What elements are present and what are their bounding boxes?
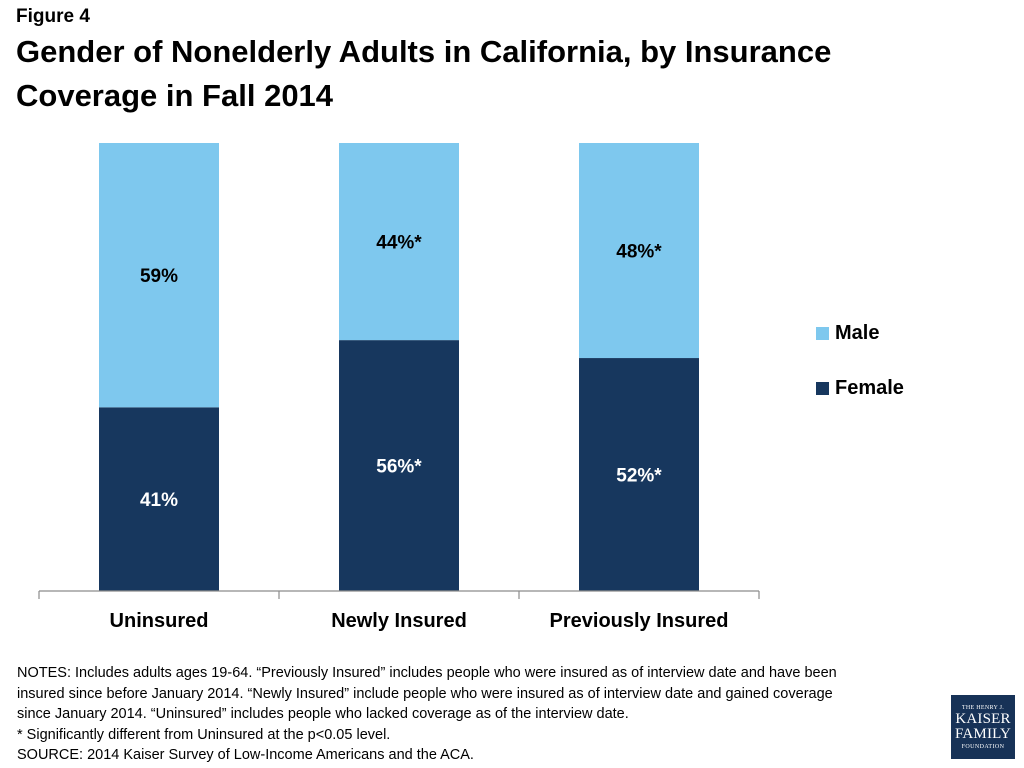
- bars-layer: [99, 143, 699, 591]
- data-label-female-uninsured: 41%: [140, 490, 178, 511]
- data-label-female-newly-insured: 56%*: [376, 457, 422, 478]
- logo-line: THE HENRY J.: [961, 704, 1005, 711]
- bar-male-newly-insured: [339, 143, 459, 341]
- notes-block: NOTES: Includes adults ages 19-64. “Prev…: [17, 663, 917, 766]
- notes-line: insured since before January 2014. “Newl…: [17, 685, 833, 702]
- x-axis: [38, 590, 760, 599]
- labels-layer: 41% 59% Uninsured 56%* 44%* Newly Insured 52%*…: [110, 233, 729, 632]
- notes-line: NOTES: Includes adults ages 19-64. “Prev…: [17, 665, 837, 681]
- legend-label-male: Male: [835, 321, 880, 344]
- x-tick-label-previously-insured: Previously Insured: [550, 610, 729, 632]
- kff-logo: THE HENRY J. KAISER FAMILY FOUNDATION: [951, 695, 1015, 759]
- data-label-female-previously-insured: 52%*: [616, 466, 662, 487]
- chart-title: Gender of Nonelderly Adults in Californi…: [16, 30, 916, 118]
- logo-line: KAISER: [955, 710, 1011, 727]
- legend: Male Female: [816, 321, 904, 431]
- source-line: SOURCE: 2014 Kaiser Survey of Low-Income…: [17, 747, 474, 763]
- legend-item-male: Male: [816, 321, 904, 345]
- legend-item-female: Female: [816, 376, 904, 400]
- logo-line: FOUNDATION: [961, 743, 1005, 750]
- bar-female-newly-insured: [339, 340, 459, 591]
- bar-male-previously-insured: [579, 143, 699, 359]
- legend-swatch-female: [816, 381, 829, 395]
- x-tick-label-uninsured: Uninsured: [110, 610, 209, 632]
- bar-male-uninsured: [99, 143, 219, 408]
- bar-female-uninsured: [99, 407, 219, 591]
- data-label-male-newly-insured: 44%*: [376, 233, 422, 254]
- legend-label-female: Female: [835, 376, 904, 399]
- data-label-male-previously-insured: 48%*: [616, 242, 662, 263]
- data-label-male-uninsured: 59%: [140, 266, 178, 287]
- bar-female-previously-insured: [579, 358, 699, 591]
- figure-label: Figure 4: [16, 6, 90, 27]
- x-tick-label-newly-insured: Newly Insured: [331, 610, 467, 632]
- legend-swatch-male: [816, 326, 829, 340]
- chart-title-line-1: Gender of Nonelderly Adults in Californi…: [16, 34, 832, 69]
- notes-line: since January 2014. “Uninsured” includes…: [17, 706, 629, 722]
- logo-line: FAMILY: [954, 725, 1012, 742]
- significance-note: * Significantly different from Uninsured…: [17, 726, 391, 743]
- chart-title-line-2: Coverage in Fall 2014: [16, 78, 334, 113]
